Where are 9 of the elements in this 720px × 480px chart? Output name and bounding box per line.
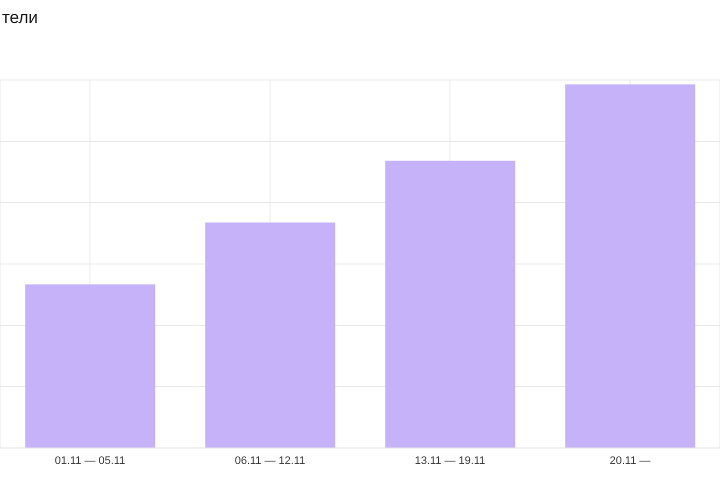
bar: [385, 160, 516, 448]
bar: [565, 84, 696, 448]
x-tick-label: 13.11 — 19.11: [414, 454, 486, 467]
x-tick-label: 01.11 — 05.11: [54, 454, 126, 467]
bar: [205, 222, 336, 448]
x-tick-label: 06.11 — 12.11: [234, 454, 306, 467]
x-tick-label: 20.11 —: [610, 454, 650, 467]
bar: [25, 284, 156, 448]
chart-title: тели: [2, 8, 38, 28]
